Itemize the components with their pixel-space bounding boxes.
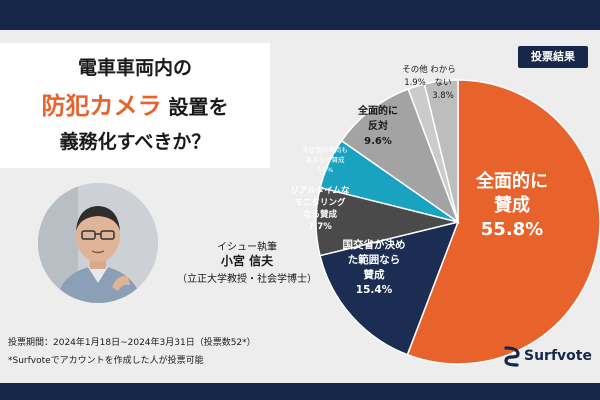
slice-6-label-line-1: ない xyxy=(434,78,451,88)
pie-slice-4 xyxy=(340,88,460,224)
surfvote-logo-icon xyxy=(504,346,520,367)
pie-slice-6 xyxy=(423,79,459,223)
slice-2-percent: 7.7% xyxy=(308,222,332,232)
slice-4-label-line-1: 反対 xyxy=(368,119,388,132)
author-name: 小宮 信夫 xyxy=(220,254,274,268)
author-photo xyxy=(38,183,158,303)
title-line-1: 電車車両内の xyxy=(77,57,192,79)
title-line-2: 防犯カメラ 設置を xyxy=(0,86,270,121)
pie-labels: 全面的に賛成55.8%国交省が決めた範囲なら賛成15.4%リアルタイムなモニタリ… xyxy=(290,64,548,296)
pie-slices xyxy=(315,79,600,365)
slice-5-label-line-0: その他 xyxy=(402,64,428,75)
slice-0-percent: 55.8% xyxy=(481,219,543,240)
slice-0-label-line-1: 賛成 xyxy=(494,194,530,216)
pie-slice-1 xyxy=(319,220,460,356)
results-badge: 投票結果 xyxy=(518,46,588,68)
top-bar xyxy=(0,0,600,30)
pie-slice-0 xyxy=(406,79,600,365)
slice-4-percent: 9.6% xyxy=(364,136,392,147)
slice-1-label-line-2: 賛成 xyxy=(364,268,385,281)
title-line-2-rest: 設置を xyxy=(168,95,229,119)
slice-3-label-line-0: 未設置の車両も xyxy=(302,145,348,154)
bottom-bar xyxy=(0,383,600,400)
slice-2-label-line-1: モニタリング xyxy=(294,197,346,208)
slice-2-label-line-2: なら賛成 xyxy=(303,209,338,220)
title-highlight: 防犯カメラ xyxy=(41,92,162,120)
title-line-3: 義務化すべきか？ xyxy=(59,131,211,153)
slice-3-label-line-1: あるなら賛成 xyxy=(306,155,346,164)
slice-6-percent: 3.8% xyxy=(432,91,454,101)
slice-3-percent: 5.8% xyxy=(317,166,334,174)
brand-name: Surfvote xyxy=(524,348,592,364)
slice-5-percent: 1.9% xyxy=(404,78,426,88)
slice-1-percent: 15.4% xyxy=(356,284,393,296)
slice-0-label-line-0: 全面的に xyxy=(475,170,548,192)
slice-1-label-line-1: た範囲なら xyxy=(348,253,401,266)
eligibility-footnote: *Surfvoteでアカウントを作成した人が投票可能 xyxy=(8,356,204,366)
vote-period-note: 投票期間：2024年1月18日~2024年3月31日（投票数52*） xyxy=(8,338,256,348)
author-affiliation: （立正大学教授・社会学博士） xyxy=(177,274,317,285)
title-box xyxy=(0,43,270,168)
slice-2-label-line-0: リアルタイムな xyxy=(290,185,350,196)
slice-4-label-line-0: 全面的に xyxy=(357,104,398,117)
author-role: イシュー執筆 xyxy=(217,242,277,253)
slice-6-label-line-0: わから xyxy=(430,65,456,75)
slice-1-label-line-0: 国交省が決め xyxy=(343,238,406,251)
